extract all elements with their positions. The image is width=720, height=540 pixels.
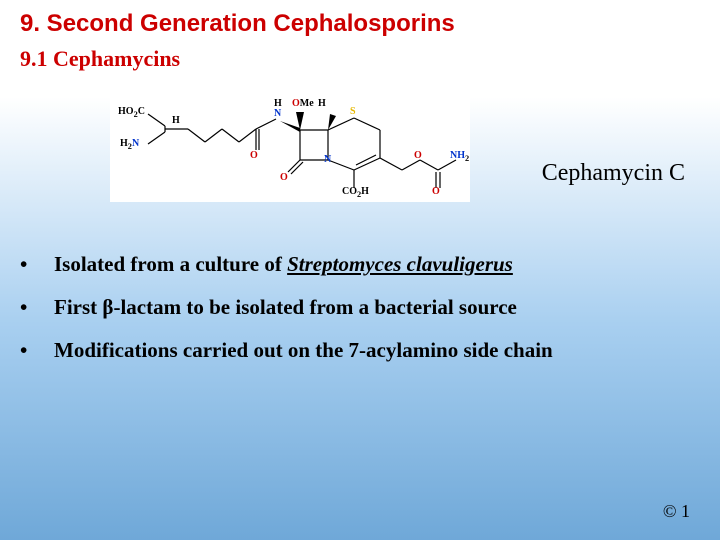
lbl-h2n-n: N [132,138,139,149]
lbl-ome-o: O [292,98,300,109]
slide-subtitle: 9.1 Cephamycins [20,46,700,72]
bullet-pre: Isolated from a culture of [54,252,287,276]
lbl-n-ring: N [324,154,331,165]
bullet-list: • Isolated from a culture of Streptomyce… [20,252,700,363]
lbl-s: S [350,106,356,117]
lbl-ho2c-c: C [138,106,145,117]
bullet-emph: Streptomyces clavuligerus [287,252,513,276]
slide-footer: © 1 [663,501,690,522]
lbl-o-ester: O [414,150,422,161]
bullet-text: First β-lactam to be isolated from a bac… [54,295,700,320]
compound-name: Cephamycin C [542,160,685,187]
lbl-h-ring: H [318,98,326,109]
bullet-item: • Modifications carried out on the 7-acy… [20,338,700,363]
bullet-pre: First [54,295,102,319]
lbl-ome-me: Me [300,98,314,109]
bullet-text: Isolated from a culture of Streptomyces … [54,252,700,277]
lbl-co2h-co: CO [342,186,357,197]
lbl-nh-h: H [274,98,282,109]
slide-title: 9. Second Generation Cephalosporins [20,10,700,38]
lbl-co2h-h: H [361,186,369,197]
bullet-item: • Isolated from a culture of Streptomyce… [20,252,700,277]
structure-svg [110,92,470,202]
page-number: 1 [681,501,690,521]
lbl-h-1: H [172,115,180,126]
lbl-nh2-n: NH [450,150,465,161]
bullet-item: • First β-lactam to be isolated from a b… [20,295,700,320]
lbl-o-carbamate: O [432,186,440,197]
lbl-h2n-h: H [120,138,128,149]
lbl-ho2c-ho: HO [118,106,134,117]
copyright-symbol: © [663,501,677,521]
lbl-o-lactam: O [280,172,288,183]
bullet-marker: • [20,295,54,320]
lbl-o-amide: O [250,150,258,161]
chemical-structure-diagram: HO2C H2N H O N H OMe H S N O CO2H O O NH… [110,92,470,202]
bullet-text: Modifications carried out on the 7-acyla… [54,338,700,363]
lbl-nh-n: N [274,108,281,119]
bullet-pre: Modifications carried out on the 7-acyla… [54,338,553,362]
bullet-symbol: β [102,295,113,319]
bullet-marker: • [20,252,54,277]
bullet-post: -lactam to be isolated from a bacterial … [113,295,516,319]
bullet-marker: • [20,338,54,363]
lbl-nh2-2: 2 [465,154,469,163]
